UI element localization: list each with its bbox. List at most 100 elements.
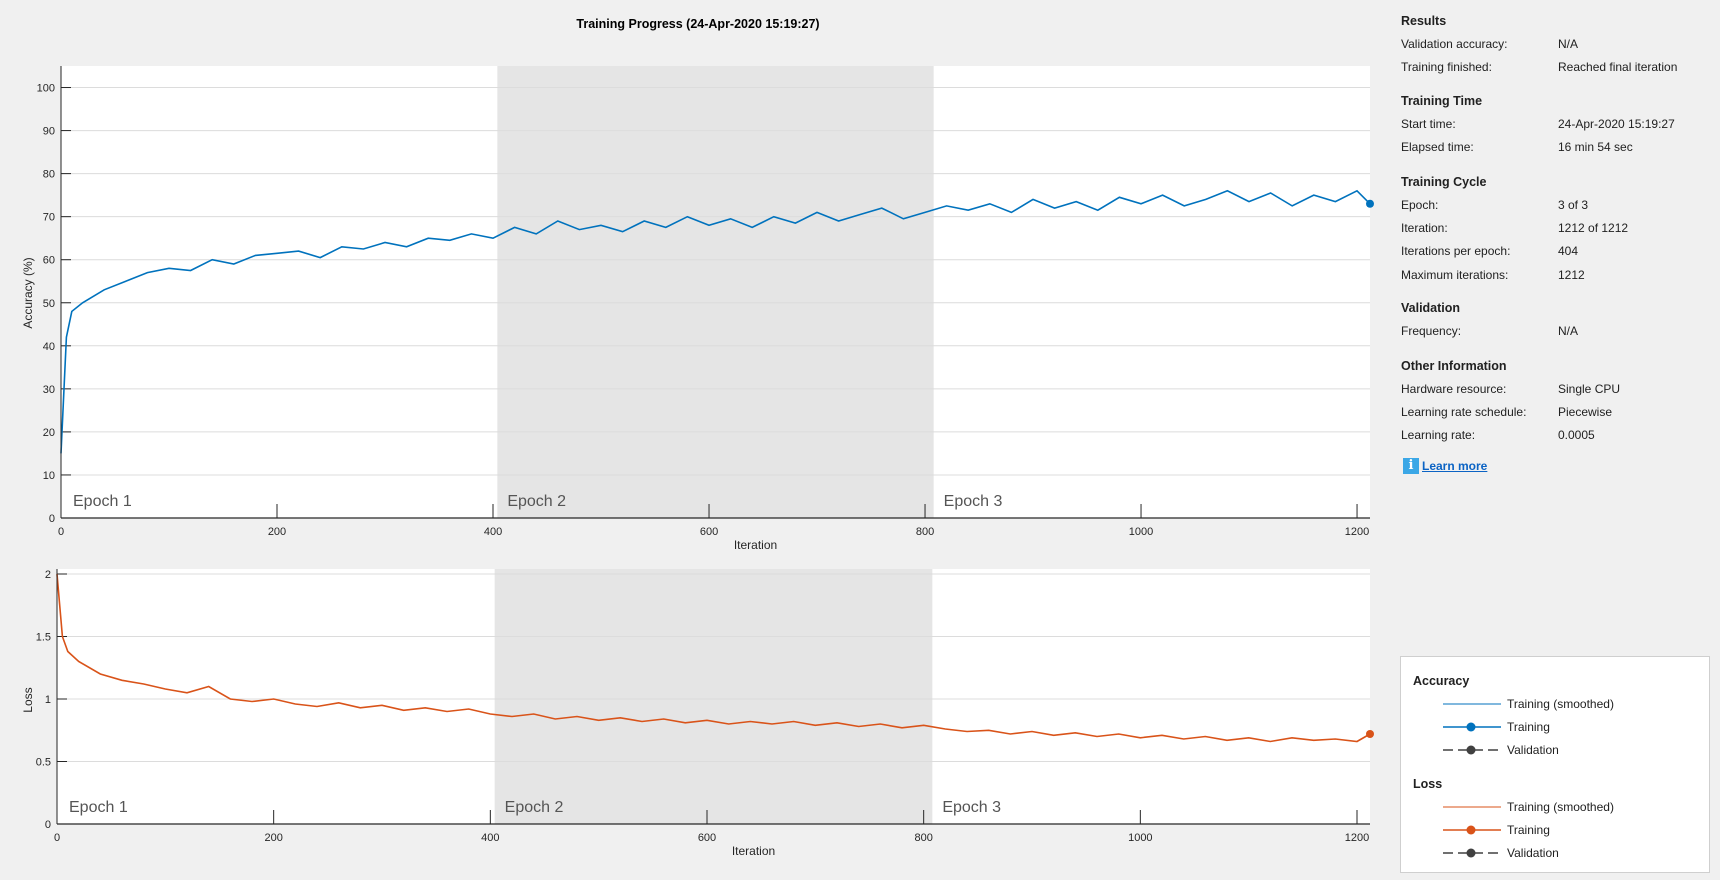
info-icon: i — [1403, 458, 1419, 474]
y-tick-label: 60 — [43, 255, 55, 267]
y-tick-label: 0 — [49, 513, 55, 525]
line-marker-swatch-icon — [1443, 722, 1501, 732]
y-axis-label: Loss — [21, 687, 35, 712]
training-finished-value: Reached final iteration — [1558, 60, 1678, 74]
iterations-per-epoch-label: Iterations per epoch: — [1401, 244, 1511, 258]
x-tick-label: 800 — [914, 832, 932, 844]
x-tick-label: 600 — [700, 526, 718, 538]
legend-label: Training (smoothed) — [1507, 800, 1614, 814]
frequency-value: N/A — [1558, 324, 1579, 338]
other-info-heading: Other Information — [1401, 359, 1507, 373]
training-time-heading: Training Time — [1401, 94, 1483, 108]
dashed-marker-swatch-icon — [1443, 848, 1501, 858]
legend-accuracy-training: Training — [1441, 720, 1550, 734]
legend-label: Validation — [1507, 846, 1559, 860]
validation-heading: Validation — [1401, 301, 1461, 315]
max-iterations-value: 1212 — [1558, 268, 1585, 282]
epoch-label: Epoch 3 — [942, 799, 1001, 816]
chart-title: Training Progress (24-Apr-2020 15:19:27) — [576, 17, 819, 31]
hardware-resource-label: Hardware resource: — [1401, 382, 1507, 396]
validation-accuracy-label: Validation accuracy: — [1401, 37, 1508, 51]
legend-label: Training — [1507, 823, 1550, 837]
legend-label: Validation — [1507, 743, 1559, 757]
max-iterations-label: Maximum iterations: — [1401, 268, 1509, 282]
learning-rate-value: 0.0005 — [1558, 428, 1595, 442]
x-axis-label: Iteration — [732, 844, 775, 858]
legend-accuracy-heading: Accuracy — [1413, 674, 1470, 688]
validation-accuracy-value: N/A — [1558, 37, 1579, 51]
epoch-label: Epoch 3 — [944, 493, 1003, 510]
y-tick-label: 70 — [43, 212, 55, 224]
line-swatch-icon — [1443, 806, 1501, 808]
iteration-label: Iteration: — [1401, 221, 1448, 235]
y-tick-label: 90 — [43, 126, 55, 138]
x-tick-label: 200 — [268, 526, 286, 538]
start-time-label: Start time: — [1401, 117, 1456, 131]
elapsed-time-value: 16 min 54 sec — [1558, 140, 1633, 154]
epoch-value: 3 of 3 — [1558, 198, 1589, 212]
x-tick-label: 400 — [484, 526, 502, 538]
epoch-label: Epoch 2 — [505, 799, 564, 816]
legend: Accuracy Training (smoothed) Training Va… — [1400, 656, 1710, 873]
y-tick-label: 40 — [43, 341, 55, 353]
x-tick-label: 1200 — [1345, 526, 1369, 538]
final-training-marker — [1366, 730, 1374, 738]
iteration-value: 1212 of 1212 — [1558, 221, 1629, 235]
y-tick-label: 1.5 — [36, 632, 51, 644]
line-marker-swatch-icon — [1443, 825, 1501, 835]
hardware-resource-value: Single CPU — [1558, 382, 1621, 396]
legend-loss-heading: Loss — [1413, 777, 1443, 791]
epoch-label: Epoch 1 — [73, 493, 132, 510]
epoch-label: Epoch 2 — [507, 493, 566, 510]
y-tick-label: 10 — [43, 470, 55, 482]
learn-more[interactable]: i Learn more — [1403, 458, 1487, 474]
legend-label: Training — [1507, 720, 1550, 734]
legend-label: Training (smoothed) — [1507, 697, 1614, 711]
epoch-label: Epoch 1 — [69, 799, 128, 816]
legend-loss-training: Training — [1441, 823, 1550, 837]
line-swatch-icon — [1443, 703, 1501, 705]
y-tick-label: 1 — [45, 694, 51, 706]
x-tick-label: 0 — [54, 832, 60, 844]
y-tick-label: 100 — [37, 83, 55, 95]
epoch-label: Epoch: — [1401, 198, 1439, 212]
y-tick-label: 2 — [45, 569, 51, 581]
epoch-shade — [497, 66, 934, 518]
lr-schedule-value: Piecewise — [1558, 405, 1613, 419]
legend-accuracy-smoothed: Training (smoothed) — [1441, 697, 1614, 711]
legend-loss-validation: Validation — [1441, 846, 1559, 860]
training-cycle-heading: Training Cycle — [1401, 175, 1487, 189]
legend-accuracy-validation: Validation — [1441, 743, 1559, 757]
dashed-marker-swatch-icon — [1443, 745, 1501, 755]
x-axis-label: Iteration — [734, 538, 777, 552]
loss-chart: 0 0.5 1 1.5 2 0 200 400 600 800 1000 1200 Epoch 1 Epo… — [21, 569, 1374, 858]
lr-schedule-label: Learning rate schedule: — [1401, 405, 1527, 419]
training-line — [56, 573, 1371, 743]
x-tick-label: 0 — [58, 526, 64, 538]
x-tick-label: 200 — [264, 832, 282, 844]
frequency-label: Frequency: — [1401, 324, 1462, 338]
results-heading: Results — [1401, 14, 1447, 28]
iterations-per-epoch-value: 404 — [1558, 244, 1579, 258]
x-tick-label: 800 — [916, 526, 934, 538]
y-tick-label: 80 — [43, 169, 55, 181]
training-finished-label: Training finished: — [1401, 60, 1492, 74]
y-axis-label: Accuracy (%) — [21, 257, 35, 328]
learn-more-link[interactable]: Learn more — [1422, 459, 1488, 473]
start-time-value: 24-Apr-2020 15:19:27 — [1558, 117, 1675, 131]
x-tick-label: 600 — [698, 832, 716, 844]
learning-rate-label: Learning rate: — [1401, 428, 1476, 442]
legend-loss-smoothed: Training (smoothed) — [1441, 800, 1614, 814]
training-line — [60, 189, 1371, 454]
y-tick-label: 0.5 — [36, 757, 51, 769]
elapsed-time-label: Elapsed time: — [1401, 140, 1474, 154]
x-tick-label: 1000 — [1129, 526, 1153, 538]
y-tick-label: 20 — [43, 427, 55, 439]
final-training-marker — [1366, 199, 1374, 208]
x-tick-label: 400 — [481, 832, 499, 844]
x-tick-label: 1200 — [1345, 832, 1369, 844]
y-tick-label: 50 — [43, 298, 55, 310]
y-tick-label: 0 — [45, 819, 51, 831]
epoch-shade — [494, 569, 933, 824]
